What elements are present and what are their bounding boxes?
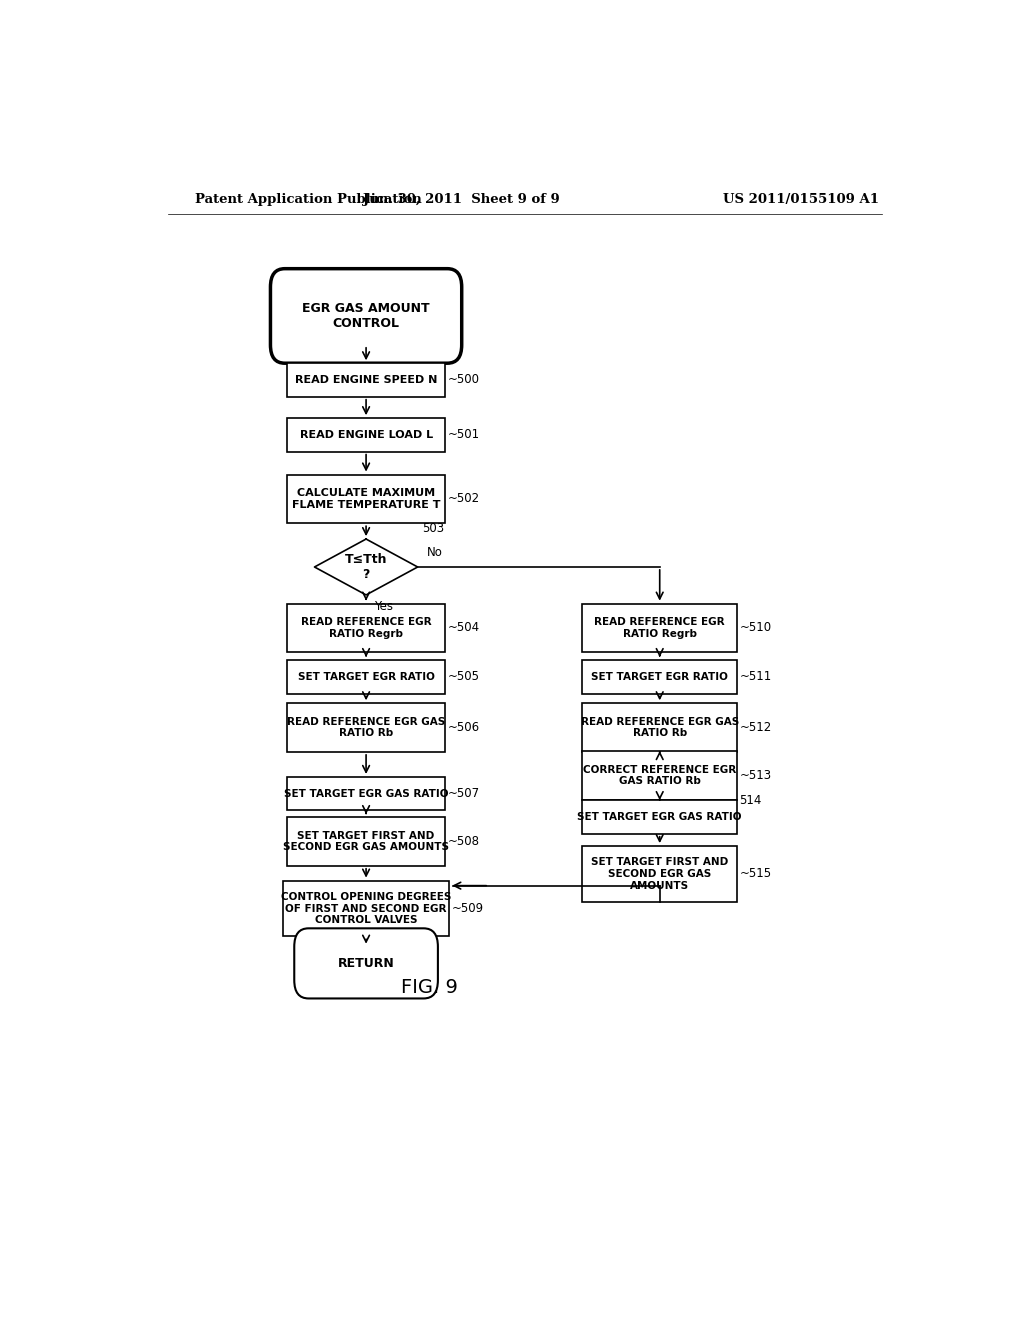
- Text: SET TARGET FIRST AND
SECOND EGR GAS AMOUNTS: SET TARGET FIRST AND SECOND EGR GAS AMOU…: [283, 830, 450, 853]
- FancyBboxPatch shape: [287, 777, 445, 810]
- Text: SET TARGET EGR RATIO: SET TARGET EGR RATIO: [298, 672, 434, 681]
- Text: READ ENGINE SPEED N: READ ENGINE SPEED N: [295, 375, 437, 385]
- Text: ~511: ~511: [739, 671, 772, 684]
- FancyBboxPatch shape: [583, 660, 737, 693]
- Text: CORRECT REFERENCE EGR
GAS RATIO Rb: CORRECT REFERENCE EGR GAS RATIO Rb: [583, 764, 736, 787]
- Text: CONTROL OPENING DEGREES
OF FIRST AND SECOND EGR
CONTROL VALVES: CONTROL OPENING DEGREES OF FIRST AND SEC…: [281, 892, 452, 925]
- FancyBboxPatch shape: [583, 800, 737, 834]
- Text: SET TARGET FIRST AND
SECOND EGR GAS
AMOUNTS: SET TARGET FIRST AND SECOND EGR GAS AMOU…: [591, 858, 728, 891]
- Text: Patent Application Publication: Patent Application Publication: [196, 193, 422, 206]
- Text: READ REFERENCE EGR GAS
RATIO Rb: READ REFERENCE EGR GAS RATIO Rb: [287, 717, 445, 738]
- Text: READ REFERENCE EGR GAS
RATIO Rb: READ REFERENCE EGR GAS RATIO Rb: [581, 717, 739, 738]
- Text: READ REFERENCE EGR
RATIO Regrb: READ REFERENCE EGR RATIO Regrb: [594, 618, 725, 639]
- Text: T≤Tth
?: T≤Tth ?: [345, 553, 387, 581]
- Text: SET TARGET EGR GAS RATIO: SET TARGET EGR GAS RATIO: [284, 788, 449, 799]
- Text: ~501: ~501: [447, 429, 480, 441]
- Text: ~504: ~504: [447, 622, 480, 635]
- Text: ~500: ~500: [447, 374, 480, 387]
- FancyBboxPatch shape: [270, 269, 462, 363]
- Text: RETURN: RETURN: [338, 957, 394, 970]
- FancyBboxPatch shape: [287, 418, 445, 451]
- Text: ~515: ~515: [739, 867, 772, 880]
- Text: ~509: ~509: [452, 902, 484, 915]
- FancyBboxPatch shape: [583, 603, 737, 652]
- Text: 514: 514: [739, 793, 762, 807]
- Text: SET TARGET EGR GAS RATIO: SET TARGET EGR GAS RATIO: [578, 812, 742, 822]
- Text: ~505: ~505: [447, 671, 480, 684]
- Text: 503: 503: [422, 521, 443, 535]
- FancyBboxPatch shape: [287, 704, 445, 752]
- FancyBboxPatch shape: [583, 846, 737, 902]
- FancyBboxPatch shape: [583, 751, 737, 800]
- FancyBboxPatch shape: [583, 704, 737, 752]
- Text: CALCULATE MAXIMUM
FLAME TEMPERATURE T: CALCULATE MAXIMUM FLAME TEMPERATURE T: [292, 488, 440, 510]
- Text: ~510: ~510: [739, 622, 772, 635]
- FancyBboxPatch shape: [287, 603, 445, 652]
- Text: READ REFERENCE EGR
RATIO Regrb: READ REFERENCE EGR RATIO Regrb: [301, 618, 431, 639]
- Polygon shape: [314, 539, 418, 595]
- Text: ~512: ~512: [739, 721, 772, 734]
- FancyBboxPatch shape: [287, 474, 445, 523]
- Text: SET TARGET EGR RATIO: SET TARGET EGR RATIO: [591, 672, 728, 681]
- Text: ~507: ~507: [447, 787, 480, 800]
- FancyBboxPatch shape: [283, 880, 450, 936]
- Text: ~506: ~506: [447, 721, 480, 734]
- Text: Yes: Yes: [374, 601, 393, 612]
- Text: ~508: ~508: [447, 836, 480, 847]
- FancyBboxPatch shape: [287, 817, 445, 866]
- Text: EGR GAS AMOUNT
CONTROL: EGR GAS AMOUNT CONTROL: [302, 302, 430, 330]
- Text: ~502: ~502: [447, 492, 480, 506]
- Text: ~513: ~513: [739, 768, 772, 781]
- FancyBboxPatch shape: [294, 928, 438, 998]
- Text: FIG. 9: FIG. 9: [401, 978, 458, 997]
- FancyBboxPatch shape: [287, 363, 445, 397]
- Text: READ ENGINE LOAD L: READ ENGINE LOAD L: [299, 430, 433, 440]
- Text: Jun. 30, 2011  Sheet 9 of 9: Jun. 30, 2011 Sheet 9 of 9: [362, 193, 560, 206]
- Text: US 2011/0155109 A1: US 2011/0155109 A1: [723, 193, 880, 206]
- FancyBboxPatch shape: [287, 660, 445, 693]
- Text: No: No: [427, 546, 443, 558]
